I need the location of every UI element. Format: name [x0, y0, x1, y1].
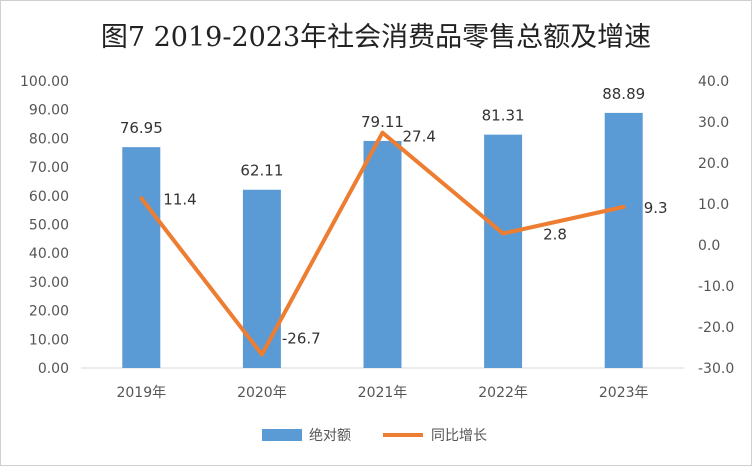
bar-data-label: 88.89 — [602, 85, 645, 103]
left-axis-tick-label: 20.00 — [29, 304, 69, 320]
left-axis-tick-label: 100.00 — [20, 74, 69, 90]
left-axis-tick-label: 90.00 — [29, 103, 69, 119]
growth-line — [139, 130, 626, 357]
legend-line-label: 同比增长 — [431, 428, 487, 444]
line-data-label: 11.4 — [163, 190, 196, 208]
bar — [363, 140, 402, 368]
left-axis-tick-label: 60.00 — [29, 189, 69, 205]
left-axis-tick-label: 30.00 — [29, 275, 69, 291]
line-data-label: 2.8 — [543, 226, 567, 244]
left-axis-tick-label: 50.00 — [29, 218, 69, 234]
right-axis-tick-label: 40.0 — [698, 74, 729, 90]
left-axis-tick-label: 40.00 — [29, 246, 69, 262]
x-axis-category-label: 2020年 — [237, 385, 287, 401]
bar — [122, 147, 161, 368]
bar — [604, 112, 643, 368]
legend-bar-label: 绝对额 — [309, 428, 351, 444]
legend-bar-swatch — [262, 429, 302, 441]
bar — [484, 134, 523, 368]
bar — [242, 189, 281, 368]
x-axis-category-label: 2019年 — [116, 385, 166, 401]
bar-data-label: 76.95 — [120, 119, 163, 137]
line-data-label: 27.4 — [403, 128, 436, 146]
x-axis-category-label: 2022年 — [478, 385, 528, 401]
line-data-label: -26.7 — [282, 329, 321, 347]
bar-data-label: 81.31 — [482, 107, 525, 125]
right-axis-tick-label: -20.0 — [698, 320, 734, 336]
right-axis-tick-label: 30.0 — [698, 115, 729, 131]
line-data-label: 9.3 — [644, 199, 668, 217]
right-axis-tick-label: -30.0 — [698, 361, 734, 377]
right-axis-tick-label: 10.0 — [698, 197, 729, 213]
right-axis-tick-label: -10.0 — [698, 279, 734, 295]
chart-title: 图7 2019-2023年社会消费品零售总额及增速 — [101, 22, 651, 53]
left-axis-tick-label: 70.00 — [29, 160, 69, 176]
right-axis-tick-label: 0.0 — [698, 238, 720, 254]
left-axis-tick-label: 80.00 — [29, 131, 69, 147]
x-axis-category-label: 2021年 — [358, 385, 408, 401]
x-axis-category-label: 2023年 — [599, 385, 649, 401]
right-axis-tick-label: 20.0 — [698, 156, 729, 172]
bar-data-label: 79.11 — [361, 113, 404, 131]
left-axis-tick-label: 10.00 — [29, 332, 69, 348]
bar-data-label: 62.11 — [240, 162, 283, 180]
left-axis-tick-label: 0.00 — [38, 361, 69, 377]
